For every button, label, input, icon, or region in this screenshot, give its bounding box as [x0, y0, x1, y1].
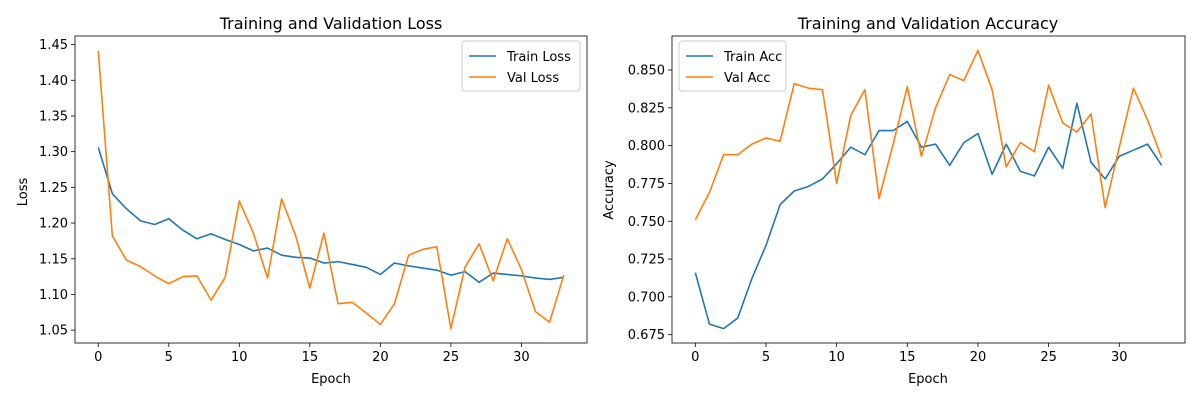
accuracy-y-tick-label: 0.800: [628, 139, 665, 154]
loss-x-tick-label: 20: [372, 350, 389, 365]
accuracy-x-tick-label: 25: [1040, 350, 1057, 365]
accuracy-y-tick-label: 0.750: [628, 215, 665, 230]
loss-chart: Training and Validation Loss Epoch Loss …: [16, 14, 588, 387]
loss-y-tick-label: 1.10: [39, 288, 68, 303]
accuracy-y-tick-label: 0.825: [628, 101, 665, 116]
accuracy-y-tick-label: 0.700: [628, 290, 665, 305]
loss-y-tick-label: 1.25: [39, 181, 68, 196]
loss-legend-label-train: Train Loss: [506, 50, 571, 65]
loss-legend-box: [461, 40, 581, 92]
loss-y-tick-label: 1.20: [39, 217, 68, 232]
accuracy-chart: Training and Validation Accuracy Epoch A…: [602, 14, 1186, 387]
loss-x-tick-label: 25: [443, 350, 460, 365]
loss-y-tick-label: 1.45: [39, 38, 68, 53]
loss-x-tick-label: 10: [231, 350, 248, 365]
loss-x-tick-label: 5: [165, 350, 173, 365]
loss-y-tick-label: 1.40: [39, 74, 68, 89]
accuracy-x-tick-label: 5: [762, 350, 770, 365]
accuracy-x-tick-label: 30: [1111, 350, 1128, 365]
accuracy-legend-label-train: Train Acc: [723, 50, 782, 65]
accuracy-axis-ticks: 0 5 10 15 20 25 30 0.675 0.700 0.725 0.750 0.775 0.8…: [628, 64, 1128, 365]
loss-plot-frame: [74, 35, 588, 344]
accuracy-legend-label-val: Val Acc: [724, 71, 771, 86]
accuracy-x-axis-label: Epoch: [908, 372, 948, 387]
accuracy-y-tick-label: 0.675: [628, 328, 665, 343]
loss-axis-ticks: 0 5 10 15 20 25 30 1.05 1.10 1.15 1.20 1.25 1.30 1.35…: [39, 38, 530, 365]
accuracy-y-tick-label: 0.775: [628, 177, 665, 192]
accuracy-series-line-train-acc: [694, 102, 1163, 330]
loss-y-tick-label: 1.35: [39, 109, 68, 124]
accuracy-y-tick-label: 0.725: [628, 253, 665, 268]
loss-series-lines: [97, 50, 565, 330]
loss-y-tick-label: 1.15: [39, 252, 68, 267]
accuracy-x-tick-label: 0: [691, 350, 699, 365]
loss-y-tick-label: 1.05: [39, 324, 68, 339]
accuracy-x-tick-label: 20: [970, 350, 987, 365]
accuracy-legend-box: [678, 40, 787, 92]
loss-x-tick-label: 30: [513, 350, 530, 365]
loss-x-tick-label: 15: [302, 350, 319, 365]
accuracy-y-axis-label: Accuracy: [602, 160, 617, 220]
loss-series-line-train-loss: [97, 147, 564, 284]
accuracy-chart-title: Training and Validation Accuracy: [797, 14, 1059, 33]
loss-y-tick-label: 1.30: [39, 145, 68, 160]
accuracy-x-tick-label: 15: [899, 350, 916, 365]
loss-y-axis-label: Loss: [16, 178, 31, 207]
loss-legend: Train Loss Val Loss: [461, 40, 581, 92]
accuracy-plot-frame: [671, 35, 1186, 344]
accuracy-legend: Train Acc Val Acc: [678, 40, 787, 92]
loss-series-line-val-loss: [97, 50, 565, 330]
loss-x-axis-label: Epoch: [311, 372, 351, 387]
loss-legend-label-val: Val Loss: [507, 71, 559, 86]
accuracy-y-tick-label: 0.850: [628, 64, 665, 79]
accuracy-series-line-val-acc: [694, 49, 1163, 221]
accuracy-x-tick-label: 10: [828, 350, 845, 365]
loss-x-tick-label: 0: [94, 350, 102, 365]
accuracy-series-lines: [694, 49, 1163, 330]
loss-chart-title: Training and Validation Loss: [219, 14, 443, 33]
